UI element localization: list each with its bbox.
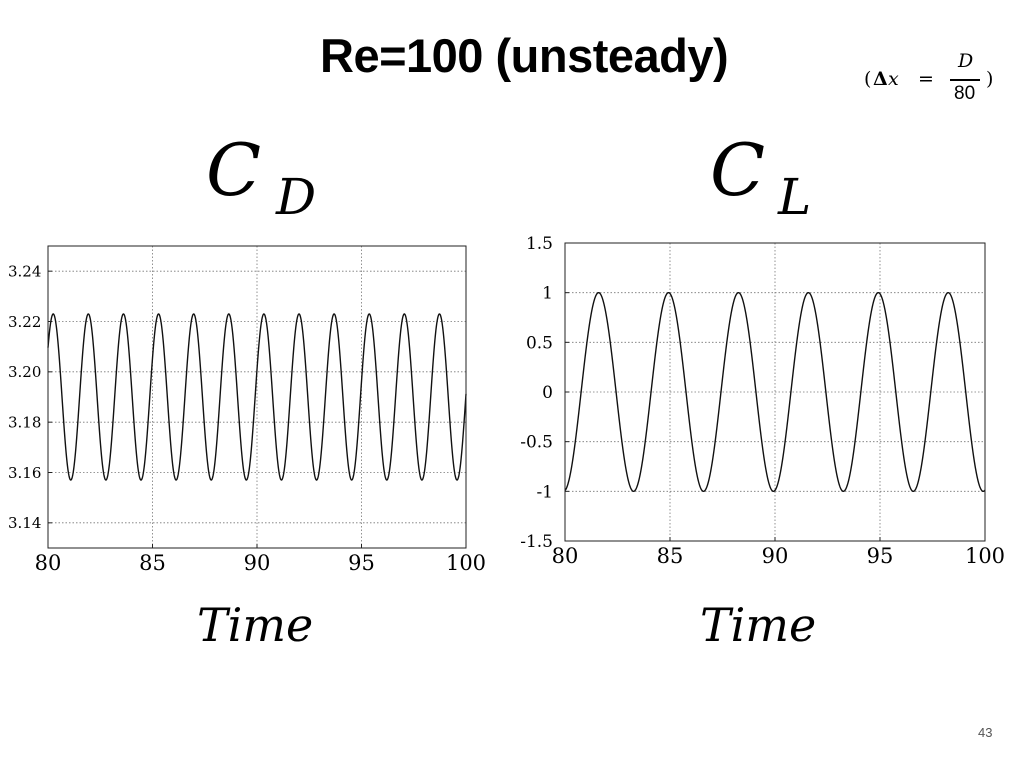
cd-y-tick-label: 3.20	[8, 363, 41, 381]
cd-subscript: D	[276, 168, 317, 226]
cd-x-tick-label: 80	[35, 551, 62, 575]
cd-y-tick-label: 3.18	[8, 413, 41, 431]
cl-y-tick-label: 0.5	[526, 333, 553, 353]
cl-chart: 80 85 90 95 100 -1.5 -1 -0.5 0 0.5 1 1.5	[520, 234, 1005, 568]
cd-symbol: C	[206, 128, 262, 212]
note-x: x	[888, 68, 899, 90]
cd-y-tick-label: 3.16	[8, 464, 41, 482]
slide-number: 43	[978, 725, 993, 740]
cl-symbol: C	[710, 128, 766, 212]
cl-y-tick-label: -1	[536, 482, 553, 502]
note-close-paren: )	[986, 68, 994, 90]
note-equals: =	[918, 68, 934, 90]
cl-x-tick-label: 95	[867, 544, 894, 568]
cl-subscript: L	[778, 168, 812, 226]
cl-x-tick-label: 85	[657, 544, 684, 568]
cl-series-line	[564, 291, 986, 493]
note-fraction-bar	[950, 79, 980, 81]
cl-x-axis-label: Time	[700, 598, 817, 652]
cl-x-tick-label: 100	[965, 544, 1005, 568]
cl-y-tick-label: -0.5	[520, 433, 553, 453]
cd-x-tick-label: 85	[139, 551, 166, 575]
cd-x-tick-label: 90	[244, 551, 271, 575]
note-numerator: D	[958, 50, 974, 72]
cd-y-tick-label: 3.14	[8, 514, 41, 532]
cd-y-tick-label: 3.22	[8, 313, 41, 331]
cl-y-tick-label: 1	[542, 284, 553, 304]
cl-x-tick-label: 90	[762, 544, 789, 568]
cd-series-line	[47, 313, 467, 481]
cl-y-tick-label: 0	[542, 383, 553, 403]
note-delta: Δ	[873, 68, 888, 90]
note-open-paren: (	[864, 68, 872, 90]
cl-x-tick-label: 80	[552, 544, 579, 568]
cd-x-axis-label: Time	[197, 598, 314, 652]
cd-x-tick-label: 95	[348, 551, 375, 575]
note-denominator: 80	[954, 83, 976, 104]
cd-chart: 80 85 90 95 100 3.14 3.16 3.18 3.20 3.22 3.24	[8, 245, 486, 575]
grid-resolution-note: ( Δ x = D 80 )	[862, 50, 1002, 112]
slide-title: Re=100 (unsteady)	[320, 29, 729, 82]
cl-y-tick-label: -1.5	[520, 532, 553, 552]
cl-grid	[565, 243, 985, 541]
cd-grid	[48, 246, 466, 548]
cl-y-tick-label: 1.5	[526, 234, 553, 254]
cd-x-tick-label: 100	[446, 551, 486, 575]
cd-y-tick-label: 3.24	[8, 262, 41, 280]
